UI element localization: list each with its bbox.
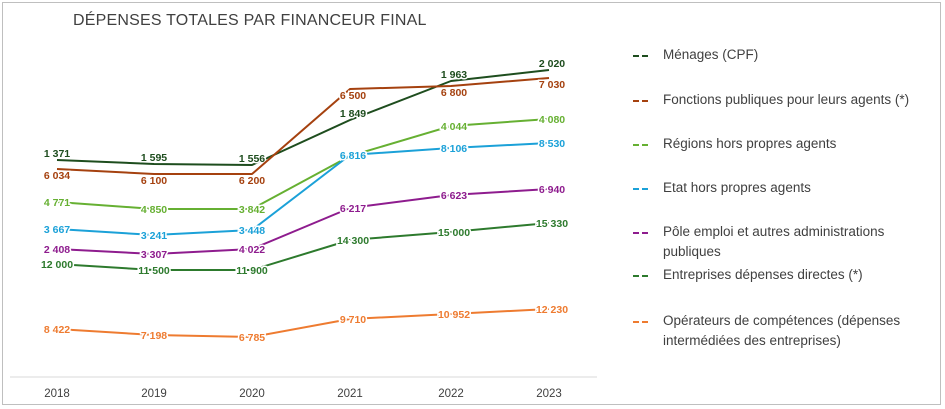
data-label: 12 230: [536, 304, 568, 316]
data-label: 12 000: [41, 259, 73, 271]
legend-label: Etat hors propres agents: [663, 180, 811, 195]
data-label: 6 217: [340, 203, 366, 215]
data-label: 6 100: [141, 175, 167, 187]
legend-item-operateurs: Opérateurs de compétences (dépenses inte…: [631, 313, 931, 351]
data-label: 6 785: [239, 332, 265, 344]
data-label: 3 241: [141, 230, 167, 242]
data-label: 7 030: [539, 79, 565, 91]
chart-frame: [2, 2, 941, 405]
data-label: 3 448: [239, 225, 265, 237]
x-tick-label: 2018: [44, 388, 70, 400]
legend-swatch-icon: [631, 317, 649, 327]
x-tick-label: 2020: [239, 388, 265, 400]
legend-swatch-icon: [631, 228, 649, 238]
x-tick-label: 2021: [337, 388, 363, 400]
legend-item-regions: Régions hors propres agents: [631, 136, 931, 154]
series-group: 12 000 11 500 11 900 14 300 15 000 15 330: [39, 217, 569, 279]
series-line: [56, 118, 550, 210]
x-tick-label: 2022: [438, 388, 464, 400]
legend-label: Entreprises dépenses directes (*): [663, 267, 863, 282]
series-line: [56, 77, 550, 175]
data-label: 9 710: [340, 314, 366, 326]
data-label: 6 800: [441, 87, 467, 99]
data-label: 11 900: [236, 265, 268, 277]
chart-title: DÉPENSES TOTALES PAR FINANCEUR FINAL: [73, 12, 427, 29]
data-label: 6 940: [539, 184, 565, 196]
legend-swatch-icon: [631, 271, 649, 281]
series-line: [56, 308, 550, 338]
data-label: 3 842: [239, 204, 265, 216]
data-label: 2 020: [539, 58, 565, 70]
series-group: 3 667 3 241 3 448 6 816 8 106 8 530: [42, 137, 566, 244]
data-label: 1 963: [441, 69, 467, 81]
legend-item-pole-emploi: Pôle emploi et autres administrations pu…: [631, 224, 931, 262]
data-label: 6 200: [239, 175, 265, 187]
legend-item-menages: Ménages (CPF): [631, 47, 931, 65]
series-line: [56, 142, 550, 236]
series-group: 6 034 6 100 6 200 6 500 6 800 7 030: [42, 77, 567, 189]
data-label: 4 850: [141, 204, 167, 216]
legend-label: Ménages (CPF): [663, 47, 759, 62]
data-label: 2 408: [44, 244, 70, 256]
data-label: 8 422: [44, 324, 70, 336]
legend-label: Régions hors propres agents: [663, 136, 837, 151]
legend-label: Pôle emploi et autres administrations pu…: [663, 224, 885, 259]
data-label: 10 952: [438, 309, 470, 321]
series-group: 2 408 3 307 4 022 6 217 6 623 6 940: [42, 183, 566, 263]
legend-item-fonctions-publiques: Fonctions publiques pour leurs agents (*…: [631, 92, 931, 110]
data-label: 15 330: [536, 218, 568, 230]
series-group: 1 371 1 595 1 556 1 849 1 963 2 020: [42, 57, 566, 167]
series-group: 8 422 7 198 6 785 9 710 10 952 12 230: [42, 303, 569, 346]
data-label: 4 080: [539, 114, 565, 126]
x-tick-label: 2019: [141, 388, 167, 400]
data-label: 3 667: [44, 224, 70, 236]
data-label: 6 500: [340, 90, 366, 102]
data-label: 4 771: [44, 197, 70, 209]
data-label: 4 022: [239, 244, 265, 256]
data-label: 1 849: [340, 108, 366, 120]
legend-label: Fonctions publiques pour leurs agents (*…: [663, 92, 910, 107]
legend-item-entreprises: Entreprises dépenses directes (*): [631, 267, 931, 285]
x-tick-label: 2023: [536, 388, 562, 400]
data-label: 6 816: [340, 150, 366, 162]
data-label: 1 595: [141, 152, 167, 164]
data-label: 6 623: [441, 190, 467, 202]
data-label: 7 198: [141, 330, 167, 342]
legend-swatch-icon: [631, 96, 649, 106]
data-label: 11 500: [138, 265, 170, 277]
legend-swatch-icon: [631, 51, 649, 61]
data-label: 6 034: [44, 170, 70, 182]
data-label: 8 106: [441, 143, 467, 155]
data-label: 1 371: [44, 148, 70, 160]
data-label: 14 300: [337, 235, 369, 247]
series-line: [56, 188, 550, 255]
legend-swatch-icon: [631, 140, 649, 150]
series-line: [56, 222, 550, 271]
legend-item-etat: Etat hors propres agents: [631, 180, 931, 198]
legend-swatch-icon: [631, 184, 649, 194]
data-label: 4 044: [441, 121, 467, 133]
data-label: 15 000: [438, 227, 470, 239]
data-label: 8 530: [539, 138, 565, 150]
data-label: 1 556: [239, 153, 265, 165]
legend-label: Opérateurs de compétences (dépenses inte…: [663, 313, 901, 348]
series-line: [56, 69, 550, 166]
data-label: 3 307: [141, 249, 167, 261]
